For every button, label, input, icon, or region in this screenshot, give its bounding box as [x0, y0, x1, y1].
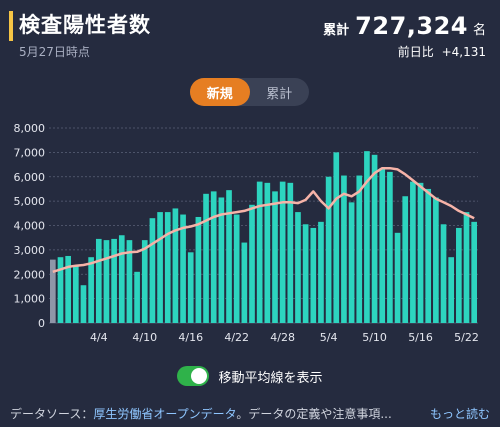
x-tick-label: 4/4	[90, 331, 108, 344]
bar	[80, 285, 87, 323]
total-summary: 累計 727,324 名	[323, 12, 486, 40]
bar	[287, 182, 294, 323]
bar	[172, 208, 179, 323]
total-label: 累計	[323, 23, 350, 38]
bar	[272, 191, 278, 323]
x-tick-label: 4/10	[132, 331, 157, 344]
moving-average-toggle-row: 移動平均線を表示	[0, 366, 500, 386]
total-value: 727,324	[355, 12, 468, 40]
bar	[180, 214, 186, 323]
x-tick-label: 5/4	[320, 331, 338, 344]
y-tick-label: 3,000	[14, 244, 46, 257]
bar	[356, 175, 363, 323]
bar	[264, 182, 271, 323]
bar	[233, 214, 240, 323]
bar	[203, 193, 209, 323]
bar	[164, 212, 171, 323]
bar	[387, 171, 393, 323]
switch-knob	[191, 368, 208, 384]
positive-cases-chart: 0 1,000 2,000 3,000 4,000 5,000 6,000 7,000 8,00…	[14, 122, 479, 344]
bar	[111, 238, 117, 323]
bar	[134, 271, 140, 323]
source-suffix: 。データの定義や注意事項...	[236, 407, 392, 421]
bar	[249, 204, 255, 323]
bar	[318, 221, 324, 323]
bar	[410, 181, 416, 323]
bar	[310, 227, 317, 323]
bar	[103, 240, 110, 323]
page-title: 検査陽性者数	[19, 13, 151, 37]
bar	[187, 252, 194, 323]
y-tick-label: 4,000	[14, 220, 46, 233]
bar	[279, 181, 286, 323]
bar	[402, 196, 409, 323]
x-tick-label: 5/16	[408, 331, 433, 344]
bar	[149, 218, 156, 323]
bar	[195, 216, 202, 323]
bar	[364, 151, 370, 323]
diff-value: +4,131	[441, 45, 486, 59]
as-of-date: 5月27日時点	[19, 45, 90, 59]
bar	[456, 227, 462, 323]
x-tick-label: 5/22	[454, 331, 479, 344]
x-tick-label: 4/22	[224, 331, 249, 344]
title-accent-bar	[9, 11, 13, 41]
y-tick-label: 1,000	[14, 293, 46, 306]
bar	[348, 202, 355, 323]
bar	[226, 190, 232, 323]
y-tick-label: 2,000	[14, 268, 46, 281]
source-link[interactable]: 厚生労働省オープンデータ	[93, 407, 237, 421]
view-toggle: 新規 累計	[190, 78, 309, 106]
bar	[341, 175, 347, 323]
bar	[57, 257, 64, 323]
x-tick-label: 5/10	[362, 331, 387, 344]
tab-cumulative[interactable]: 累計	[266, 86, 293, 102]
bar	[440, 224, 447, 323]
y-tick-label: 7,000	[14, 146, 46, 159]
bar	[325, 176, 332, 323]
bar	[463, 212, 470, 323]
x-tick-label: 4/28	[270, 331, 295, 344]
bar	[425, 188, 432, 323]
bar	[95, 238, 102, 323]
bar	[72, 265, 79, 323]
moving-average-line	[52, 166, 475, 273]
bar	[241, 242, 248, 323]
diff-label: 前日比	[397, 45, 434, 59]
bar	[126, 240, 133, 323]
bar	[88, 257, 94, 323]
bar	[218, 197, 225, 323]
bar	[50, 259, 56, 323]
moving-average-label: 移動平均線を表示	[218, 370, 323, 386]
bar	[256, 181, 263, 323]
bar	[394, 232, 401, 323]
bar	[448, 257, 455, 323]
bar	[65, 255, 71, 323]
x-tick-label: 4/16	[178, 331, 203, 344]
total-unit: 名	[472, 23, 486, 38]
bar	[471, 221, 477, 323]
bar	[371, 154, 378, 323]
bar	[210, 191, 217, 323]
bar	[118, 235, 125, 323]
bar	[302, 224, 309, 323]
read-more-link[interactable]: もっと読む	[429, 407, 490, 421]
data-source-note: データソース：厚生労働省オープンデータ。データの定義や注意事項...	[10, 405, 392, 422]
bar	[333, 152, 340, 323]
y-tick-label: 6,000	[14, 171, 46, 184]
y-tick-label: 8,000	[14, 122, 46, 135]
bar	[417, 182, 424, 323]
moving-average-switch[interactable]	[177, 366, 210, 386]
y-tick-label: 0	[38, 317, 45, 330]
bar	[433, 197, 439, 323]
bar	[295, 212, 301, 323]
bar	[157, 212, 163, 323]
source-prefix: データソース：	[10, 407, 94, 421]
bar	[141, 240, 148, 323]
day-over-day: 前日比 +4,131	[394, 43, 486, 60]
y-tick-label: 5,000	[14, 195, 46, 208]
tab-new[interactable]: 新規	[190, 78, 250, 106]
bar	[379, 168, 386, 323]
